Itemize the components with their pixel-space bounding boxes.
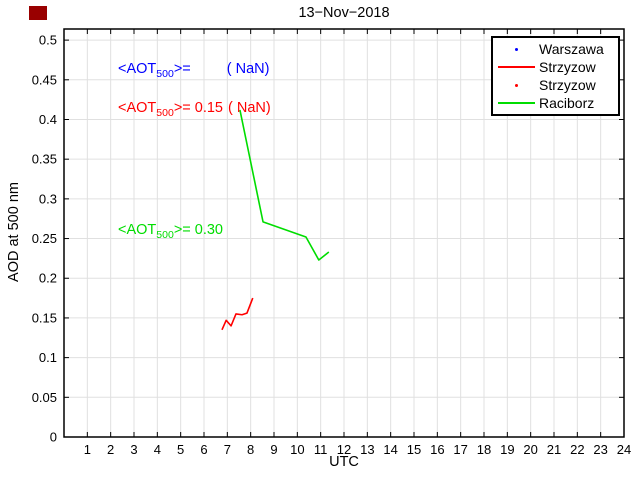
legend-item-strzyzow: Strzyzow — [493, 76, 618, 94]
x-tick-label: 9 — [270, 442, 277, 457]
y-tick-label: 0.5 — [39, 33, 57, 48]
y-tick-label: 0.2 — [39, 271, 57, 286]
x-tick-label: 2 — [107, 442, 114, 457]
legend-marker-shape — [497, 66, 535, 68]
x-tick-label: 17 — [453, 442, 467, 457]
legend-dot-marker — [493, 83, 539, 87]
legend-marker-shape — [497, 102, 535, 104]
legend-dot-marker — [493, 47, 539, 51]
y-axis-label: AOD at 500 nm — [6, 182, 22, 282]
x-tick-label: 11 — [314, 442, 328, 457]
y-tick-label: 0.3 — [39, 191, 57, 206]
legend-label: Strzyzow — [539, 77, 596, 93]
x-tick-label: 3 — [130, 442, 137, 457]
x-tick-label: 4 — [154, 442, 161, 457]
x-tick-label: 1 — [84, 442, 91, 457]
aot-annotation-3: <AOT500>= 0.30 — [118, 222, 223, 241]
x-tick-label: 16 — [430, 442, 444, 457]
x-tick-label: 24 — [617, 442, 631, 457]
y-tick-label: 0.05 — [32, 390, 57, 405]
x-tick-label: 22 — [570, 442, 584, 457]
legend: Warszawa Strzyzow Strzyzow Raciborz — [491, 36, 620, 116]
x-tick-label: 7 — [224, 442, 231, 457]
chart-title: 13−Nov−2018 — [298, 5, 390, 21]
x-tick-label: 18 — [477, 442, 491, 457]
y-tick-label: 0.15 — [32, 310, 57, 325]
series-line-strzyzow — [221, 297, 254, 331]
y-tick-label: 0.25 — [32, 231, 57, 246]
x-tick-label: 6 — [200, 442, 207, 457]
legend-label: Strzyzow — [539, 59, 596, 75]
legend-label: Warszawa — [539, 41, 604, 57]
legend-item-strzyzow: Strzyzow — [493, 58, 618, 76]
legend-line-swatch — [493, 102, 539, 104]
x-tick-label: 21 — [547, 442, 561, 457]
x-tick-label: 13 — [360, 442, 374, 457]
legend-marker-shape — [514, 83, 518, 87]
status-indicator — [29, 6, 47, 20]
x-tick-label: 8 — [247, 442, 254, 457]
x-axis-label: UTC — [329, 454, 359, 470]
series-line-raciborz — [239, 109, 330, 261]
y-tick-label: 0.45 — [32, 72, 57, 87]
x-tick-label: 10 — [290, 442, 304, 457]
x-tick-label: 20 — [523, 442, 537, 457]
x-tick-label: 19 — [500, 442, 514, 457]
y-tick-label: 0 — [50, 430, 57, 445]
legend-label: Raciborz — [539, 95, 595, 111]
y-tick-label: 0.4 — [39, 112, 57, 127]
x-tick-label: 15 — [407, 442, 421, 457]
legend-item-raciborz: Raciborz — [493, 94, 618, 112]
x-tick-label: 12 — [337, 442, 351, 457]
x-tick-label: 5 — [177, 442, 184, 457]
aot-annotation-1: <AOT500>=( NaN) — [118, 61, 270, 80]
y-tick-label: 0.1 — [39, 350, 57, 365]
aot-annotation-2: <AOT500>= 0.15( NaN) — [118, 100, 271, 119]
x-tick-label: 14 — [383, 442, 397, 457]
legend-marker-shape — [514, 47, 518, 51]
legend-item-warszawa: Warszawa — [493, 40, 618, 58]
y-tick-label: 0.35 — [32, 152, 57, 167]
x-tick-label: 23 — [593, 442, 607, 457]
legend-line-swatch — [493, 66, 539, 68]
